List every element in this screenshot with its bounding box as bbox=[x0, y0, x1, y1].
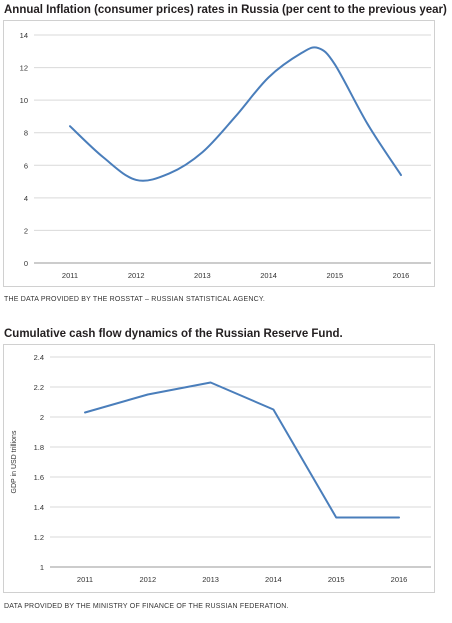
chart-1-x-tick-label: 2013 bbox=[194, 271, 211, 280]
chart-2-data-point bbox=[398, 517, 400, 519]
chart-1-x-tick-label: 2015 bbox=[326, 271, 343, 280]
chart-1-y-tick-label: 0 bbox=[24, 259, 28, 268]
chart-2-x-tick-label: 2016 bbox=[391, 575, 408, 584]
inflation-chart: 0 2 4 6 8 10 12 14 2011 2012 2013 2014 2015 2016 bbox=[20, 31, 431, 280]
chart-2-y-tick-label: 1 bbox=[40, 563, 44, 572]
chart-1-data-point bbox=[317, 47, 319, 49]
chart-1-data-point bbox=[69, 125, 71, 127]
chart-1-y-tick-label: 14 bbox=[20, 31, 28, 40]
chart-2-y-tick-label: 2.2 bbox=[34, 383, 44, 392]
chart-2-y-tick-label: 2.4 bbox=[34, 353, 44, 362]
chart-1-data-point bbox=[201, 151, 203, 153]
chart-1-y-tick-label: 8 bbox=[24, 129, 28, 138]
chart-2-x-tick-label: 2011 bbox=[77, 575, 93, 584]
chart-1-frame: 0 2 4 6 8 10 12 14 2011 2012 2013 2014 2015 2016 bbox=[3, 20, 435, 287]
chart-1-source-note: THE DATA PROVIDED BY THE ROSSTAT – RUSSI… bbox=[4, 296, 265, 303]
chart-2-frame: 1 1.2 1.4 1.6 1.8 2 2.2 2.4 2011 2012 2013 2014 2015… bbox=[3, 344, 435, 593]
chart-1-x-tick-label: 2012 bbox=[128, 271, 145, 280]
chart-2-x-tick-label: 2014 bbox=[265, 575, 282, 584]
chart-2-data-point bbox=[272, 409, 274, 411]
chart-2-x-tick-label: 2012 bbox=[139, 575, 156, 584]
chart-1-y-tick-label: 2 bbox=[24, 226, 28, 235]
chart-1-data-point bbox=[102, 156, 104, 158]
chart-1-series-line bbox=[69, 46, 402, 182]
chart-1-data-point bbox=[334, 63, 336, 65]
chart-2-data-point bbox=[84, 412, 86, 414]
chart-1-y-tick-label: 4 bbox=[24, 194, 28, 203]
chart-1-title: Annual Inflation (consumer prices) rates… bbox=[4, 4, 447, 16]
chart-2-source-note: DATA PROVIDED BY THE MINISTRY OF FINANCE… bbox=[4, 603, 289, 610]
chart-2-y-tick-label: 2 bbox=[40, 413, 44, 422]
chart-2-data-point bbox=[335, 517, 337, 519]
chart-1-data-point bbox=[367, 124, 369, 126]
chart-2-series-line bbox=[84, 381, 400, 519]
chart-1-data-point bbox=[301, 52, 303, 54]
chart-2-x-tick-label: 2013 bbox=[202, 575, 219, 584]
chart-2-y-tick-label: 1.8 bbox=[34, 443, 44, 452]
chart-1-data-point bbox=[235, 115, 237, 117]
chart-1-y-tick-label: 6 bbox=[24, 161, 28, 170]
chart-1-x-tick-label: 2016 bbox=[393, 271, 410, 280]
chart-2-data-point bbox=[210, 382, 212, 384]
chart-2-title: Cumulative cash flow dynamics of the Rus… bbox=[4, 328, 343, 340]
chart-1-y-tick-label: 10 bbox=[20, 96, 28, 105]
chart-2-y-axis-label: GDP in USD trillions bbox=[11, 430, 18, 493]
chart-2-y-tick-label: 1.2 bbox=[34, 533, 44, 542]
chart-2-data-point bbox=[147, 394, 149, 396]
chart-2-x-tick-label: 2015 bbox=[328, 575, 345, 584]
chart-2-y-tick-label: 1.6 bbox=[34, 473, 44, 482]
chart-1-x-tick-label: 2011 bbox=[62, 271, 78, 280]
chart-1-data-point bbox=[168, 172, 170, 174]
chart-1-data-point bbox=[268, 76, 270, 78]
chart-1-y-tick-label: 12 bbox=[20, 64, 28, 73]
chart-1-data-point bbox=[400, 174, 402, 176]
chart-1-x-tick-label: 2014 bbox=[260, 271, 277, 280]
reserve-fund-chart: 1 1.2 1.4 1.6 1.8 2 2.2 2.4 2011 2012 2013 2014 2015… bbox=[11, 353, 431, 584]
chart-1-data-point bbox=[135, 179, 137, 181]
chart-2-y-tick-label: 1.4 bbox=[34, 503, 44, 512]
